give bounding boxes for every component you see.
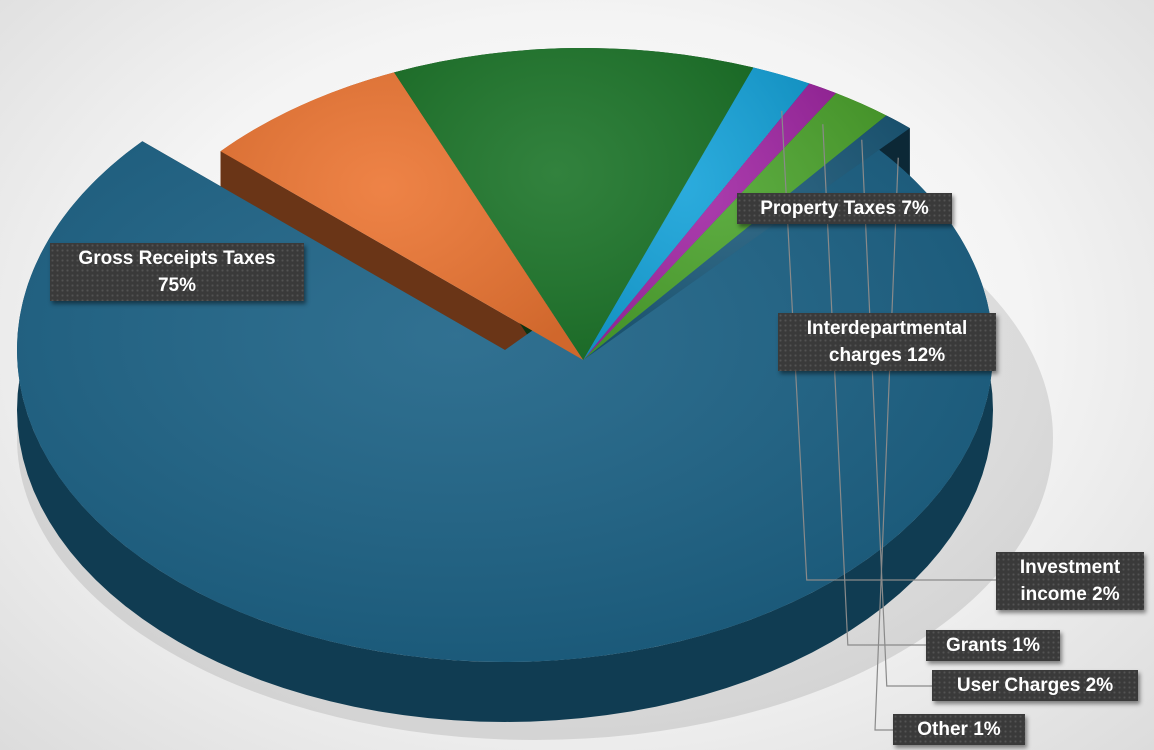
slice-highlight-user-charges [583, 93, 887, 360]
slice-highlight-investment-income [583, 67, 810, 360]
data-label-user-charges: User Charges 2% [932, 670, 1138, 701]
slice-highlight-property-taxes [220, 72, 584, 360]
slice-highlight-interdepartmental-charges [394, 47, 754, 360]
slice-highlight-grants [583, 83, 837, 360]
data-label-grants: Grants 1% [926, 630, 1060, 661]
data-label-interdepartmental-charges: Interdepartmental charges 12% [778, 313, 996, 371]
data-label-property-taxes: Property Taxes 7% [737, 193, 952, 224]
data-label-other: Other 1% [893, 714, 1025, 745]
data-label-gross-receipts-taxes: Gross Receipts Taxes 75% [50, 243, 304, 301]
leader-line-investment-income [781, 110, 1000, 581]
data-label-investment-income: Investment income 2% [996, 552, 1144, 610]
slice-highlight-other [583, 115, 910, 360]
leader-line-grants [822, 124, 928, 646]
